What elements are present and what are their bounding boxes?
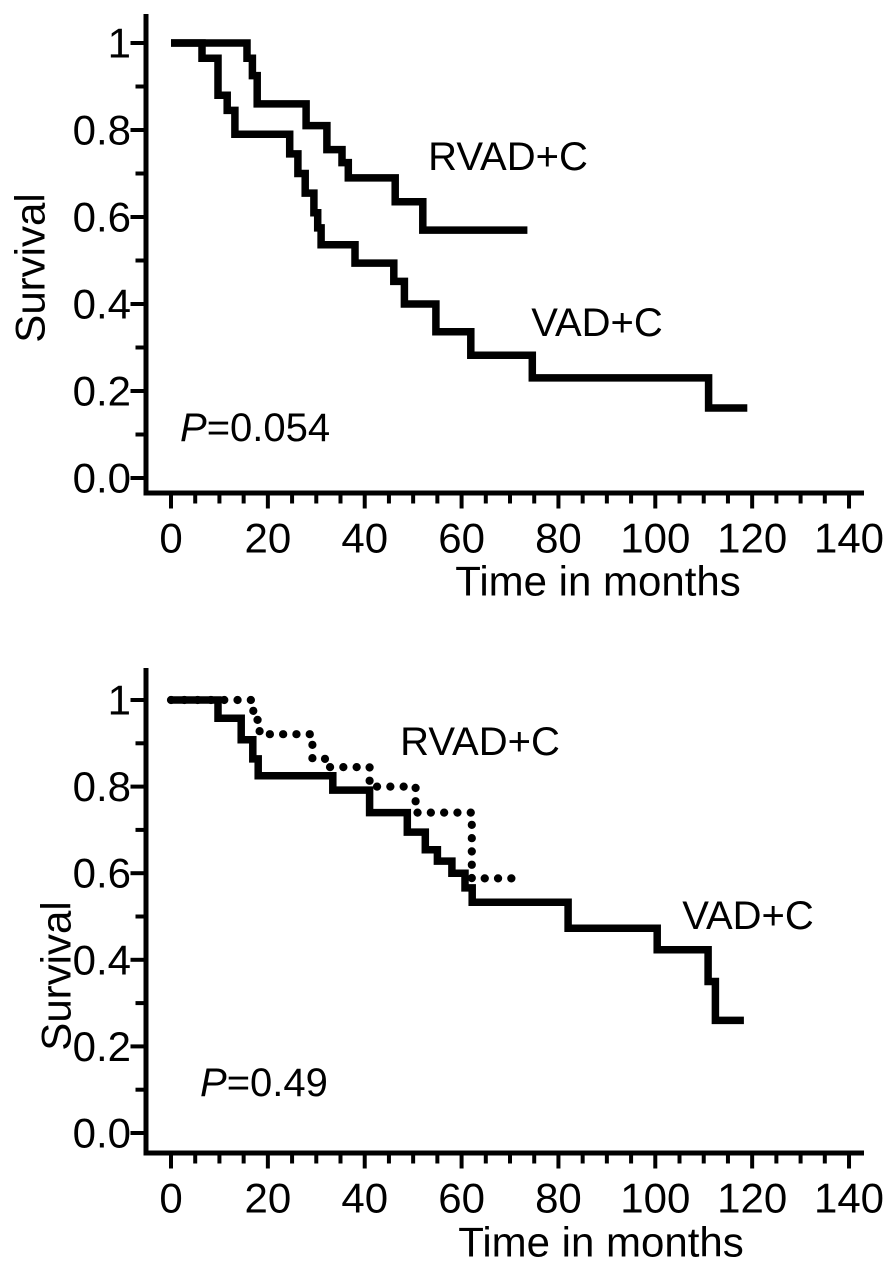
y-tick-label: 0.0: [73, 455, 131, 502]
x-tick-label: 60: [438, 515, 485, 562]
x-tick-label: 20: [245, 515, 292, 562]
y-tick-label: 0.8: [73, 107, 131, 154]
p-value-label: P=0.49: [200, 1061, 328, 1105]
x-tick-label: 40: [341, 515, 388, 562]
y-tick-label: 0.8: [73, 763, 131, 810]
x-tick-label: 100: [620, 515, 690, 562]
y-tick-label: 0.4: [73, 281, 131, 328]
x-tick-label: 120: [717, 1175, 787, 1222]
series-curve-rvad-c: [171, 39, 528, 234]
x-tick-label: 140: [814, 1175, 883, 1222]
y-tick-label: 0.2: [73, 368, 131, 415]
x-tick-label: 140: [814, 515, 883, 562]
x-tick-label: 60: [438, 1175, 485, 1222]
x-tick-label: 80: [535, 1175, 582, 1222]
chart-bottom: 1 0.8 0.6 0.4 0.2 0.0 0 20 40 60 80 100 120 140 Surviv…: [33, 668, 883, 1266]
series-label: RVAD+C: [400, 720, 560, 764]
x-tick-label: 0: [159, 515, 182, 562]
chart-top: 1 0.8 0.6 0.4 0.2 0.0 0 20 40 60 80 100 120 140 Surviv…: [7, 14, 883, 605]
y-tick-label: 1: [108, 20, 131, 67]
x-tick-label: 120: [717, 515, 787, 562]
x-axis-title: Time in months: [458, 1219, 744, 1266]
x-tick-label: 40: [341, 1175, 388, 1222]
series-label: VAD+C: [531, 301, 663, 345]
series-label: VAD+C: [682, 894, 814, 938]
x-tick-label: 80: [535, 515, 582, 562]
y-axis-title: Survival: [7, 193, 54, 342]
y-tick-label: 0.0: [73, 1110, 131, 1157]
x-tick-label: 0: [159, 1175, 182, 1222]
y-tick-label: 0.2: [73, 1023, 131, 1070]
x-tick-label: 100: [620, 1175, 690, 1222]
p-value-label: P=0.054: [180, 406, 330, 450]
y-axis-title: Survival: [33, 901, 80, 1050]
y-tick-label: 0.6: [73, 850, 131, 897]
x-axis-title: Time in months: [455, 558, 741, 605]
series-curve-rvad-c: [166, 695, 522, 883]
y-tick-label: 0.6: [73, 194, 131, 241]
x-tick-label: 20: [245, 1175, 292, 1222]
series-label: RVAD+C: [428, 135, 588, 179]
y-tick-label: 1: [108, 677, 131, 724]
y-tick-label: 0.4: [73, 936, 131, 983]
series-curve-vad-c: [171, 696, 744, 1025]
series-curve-vad-c: [171, 39, 748, 412]
